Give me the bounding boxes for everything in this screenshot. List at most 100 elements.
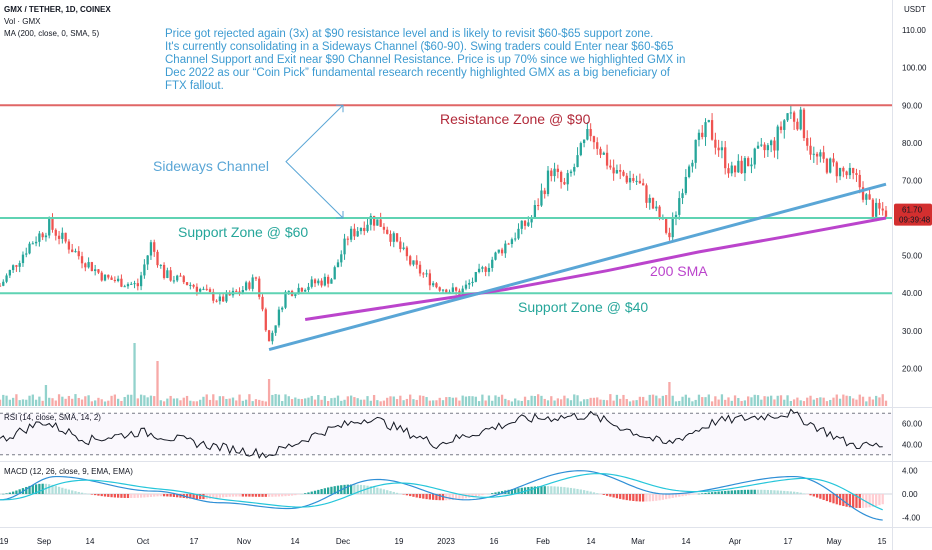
- candle-body: [687, 166, 691, 177]
- macd-hist-bar: [57, 486, 61, 494]
- macd-hist-bar: [694, 494, 697, 495]
- volume-bar: [569, 400, 573, 406]
- macd-hist-bar: [34, 484, 38, 494]
- macd-hist-bar: [550, 486, 553, 494]
- volume-bar: [290, 399, 294, 406]
- volume-bar: [461, 395, 464, 406]
- macd-hist-bar: [622, 494, 625, 500]
- macd-hist-bar: [28, 485, 31, 494]
- time-tick: 16: [490, 537, 499, 546]
- macd-hist-bar: [861, 494, 865, 508]
- candle-body: [153, 242, 156, 252]
- volume-bar: [589, 397, 592, 406]
- macd-hist-bar: [215, 494, 218, 499]
- macd-hist-bar: [107, 494, 110, 497]
- candle-body: [632, 178, 635, 181]
- macd-hist-bar: [274, 494, 277, 497]
- macd-hist-bar: [248, 494, 251, 497]
- candle-body: [74, 251, 77, 253]
- macd-hist-bar: [103, 494, 107, 497]
- candle-body: [54, 229, 57, 236]
- volume-bar: [438, 397, 441, 406]
- macd-hist-bar: [717, 491, 720, 494]
- note-line-2: It's currently consolidating in a Sidewa…: [165, 41, 673, 53]
- volume-bar: [586, 399, 589, 406]
- sma-200-line[interactable]: [304, 216, 887, 322]
- macd-hist-bar: [392, 491, 395, 494]
- volume-bar: [809, 395, 812, 406]
- candle-body: [61, 232, 64, 239]
- volume-bar: [235, 400, 238, 406]
- volume-bar: [61, 396, 64, 406]
- candle-body: [563, 182, 566, 185]
- macd-hist-bar: [530, 486, 533, 494]
- candle-body: [720, 147, 724, 151]
- macd-hist-bar: [18, 489, 21, 494]
- time-tick: May: [826, 537, 841, 546]
- macd-hist-bar: [271, 494, 274, 497]
- volume-bar: [2, 394, 5, 406]
- macd-hist-bar: [589, 491, 592, 494]
- macd-hist-bar: [258, 494, 261, 497]
- candle-body: [514, 238, 517, 240]
- candle-body: [264, 309, 267, 331]
- volume-bar: [517, 400, 520, 406]
- volume-bar: [625, 399, 628, 406]
- volume-bar: [796, 397, 799, 406]
- candle-body: [320, 280, 323, 286]
- candle-body: [169, 270, 172, 281]
- candle-body: [166, 270, 169, 278]
- time-tick: 14: [682, 537, 691, 546]
- ascending-trendline[interactable]: [268, 182, 887, 352]
- macd-hist-bar: [507, 489, 510, 494]
- volume-bar: [258, 399, 261, 406]
- macd-hist-bar: [379, 488, 382, 494]
- price-axis[interactable]: USDT 110.00 100.00 90.00 80.00 70.00 60.00 50.…: [902, 5, 927, 522]
- macd-hist-bar: [576, 488, 579, 494]
- candle-body: [221, 296, 225, 302]
- volume-bar: [294, 397, 297, 406]
- candle-body: [349, 228, 353, 240]
- macd-hist-bar: [661, 494, 665, 500]
- macd-hist-bar: [54, 485, 57, 494]
- macd-hist-bar: [159, 494, 162, 497]
- volume-bar: [471, 396, 474, 406]
- rsi-tick: 40.00: [902, 440, 923, 449]
- candle-body: [832, 158, 835, 163]
- time-tick: 17: [190, 537, 199, 546]
- macd-hist-bar: [750, 489, 753, 494]
- macd-hist-bar: [776, 490, 779, 494]
- candle-body: [162, 264, 166, 278]
- candle-body: [409, 256, 412, 265]
- candle-body: [327, 276, 330, 284]
- candle-body: [90, 262, 94, 272]
- macd-hist-bar: [90, 494, 94, 495]
- volume-bar: [369, 400, 372, 406]
- macd-hist-bar: [730, 490, 733, 494]
- note-line-4: Dec 2022 as our “Coin Pick” fundamental …: [165, 67, 671, 79]
- volume-bar: [845, 395, 848, 406]
- candle-body: [333, 267, 336, 280]
- volume-bar: [520, 400, 523, 406]
- candle-body: [271, 332, 274, 342]
- macd-hist-bar: [596, 493, 599, 494]
- macd-hist-bar: [786, 491, 789, 494]
- volume-bar: [241, 400, 244, 406]
- rsi-legend: RSI (14, close, SMA, 14, 2): [4, 413, 101, 422]
- macd-hist-bar: [146, 494, 149, 498]
- candle-body: [261, 296, 264, 310]
- candle-body: [507, 243, 510, 245]
- candle-body: [21, 254, 25, 264]
- note-line-1: Price got rejected again (3x) at $90 res…: [165, 28, 653, 40]
- macd-hist-bar: [25, 486, 28, 494]
- candle-body: [747, 158, 750, 167]
- volume-bar: [284, 394, 287, 406]
- time-axis[interactable]: 19 Sep 14 Oct 17 Nov 14 Dec 19 2023 16 Feb 14 Mar 14 Ap…: [0, 537, 887, 546]
- macd-hist-bar: [185, 494, 189, 499]
- candle-body: [500, 249, 504, 254]
- candle-body: [664, 218, 668, 233]
- macd-hist-bar: [156, 494, 159, 497]
- time-tick: 17: [784, 537, 793, 546]
- candle-body: [835, 162, 838, 177]
